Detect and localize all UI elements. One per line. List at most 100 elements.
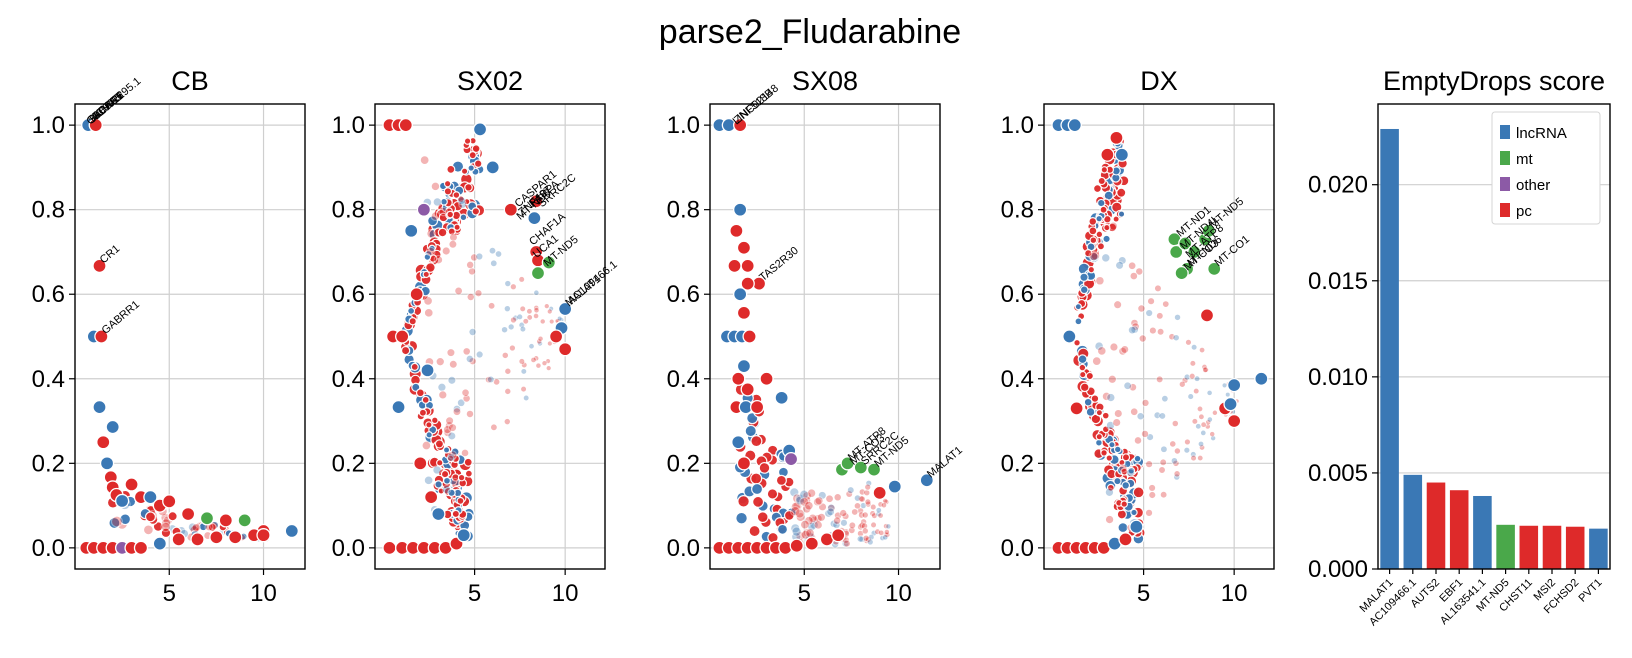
- y-tick-label: 0.8: [332, 197, 365, 224]
- cloud-point: [1159, 458, 1168, 467]
- cloud-point: [487, 301, 496, 310]
- cloud-point: [858, 535, 866, 544]
- cloud-point: [425, 421, 433, 429]
- cloud-point: [1173, 313, 1182, 322]
- cloud-point: [462, 393, 472, 403]
- cloud-point: [792, 500, 803, 512]
- cloud-point: [1193, 375, 1201, 383]
- data-point: [409, 287, 424, 302]
- data-point: [420, 363, 435, 378]
- cloud-point: [783, 510, 795, 521]
- cloud-point: [1097, 176, 1106, 186]
- cloud-point: [756, 511, 769, 524]
- cloud-point: [1121, 481, 1131, 490]
- cloud-point: [467, 266, 477, 276]
- legend-swatch: [1500, 177, 1510, 191]
- y-tick-label: 0.6: [667, 281, 700, 308]
- data-point: [1067, 117, 1082, 133]
- data-point: [548, 329, 564, 344]
- cloud-point: [503, 417, 512, 426]
- cloud-point: [517, 275, 526, 284]
- data-point: [284, 523, 299, 539]
- cloud-point: [110, 515, 123, 528]
- cloud-point: [1130, 325, 1140, 335]
- data-point: [133, 540, 149, 556]
- panel-title: CB: [171, 66, 209, 96]
- data-point: [749, 399, 765, 415]
- cloud-point: [458, 199, 468, 210]
- cloud-point: [1159, 445, 1169, 454]
- cloud-point: [1088, 251, 1099, 262]
- cloud-point: [503, 279, 512, 288]
- cloud-point: [456, 496, 465, 505]
- y-tick-label: 0.020: [1308, 172, 1368, 199]
- cloud-point: [859, 517, 868, 526]
- cloud-point: [1129, 271, 1139, 281]
- cloud-point: [475, 350, 484, 359]
- cloud-point: [1137, 304, 1146, 313]
- cloud-point: [142, 524, 154, 536]
- cloud-point: [794, 495, 806, 506]
- cloud-point: [1095, 409, 1104, 417]
- cloud-point: [119, 513, 132, 526]
- cloud-point: [1147, 490, 1157, 500]
- cloud-point: [838, 508, 848, 518]
- data-point: [731, 371, 746, 386]
- cloud-point: [423, 253, 432, 261]
- data-point: [740, 382, 755, 397]
- cloud-point: [1189, 359, 1197, 368]
- cloud-point: [446, 454, 455, 463]
- cloud-point: [1168, 439, 1177, 448]
- cloud-point: [440, 197, 448, 206]
- cloud-point: [1125, 468, 1135, 478]
- cloud-point: [446, 210, 455, 219]
- cloud-point: [441, 484, 452, 495]
- cloud-point: [1133, 454, 1142, 463]
- cloud-point: [421, 440, 432, 451]
- cloud-point: [436, 459, 444, 467]
- cloud-point: [814, 495, 824, 506]
- cloud-point: [1144, 508, 1154, 518]
- cloud-point: [447, 375, 457, 386]
- cloud-point: [447, 431, 457, 441]
- cloud-point: [1120, 344, 1130, 355]
- cloud-point: [1074, 303, 1082, 311]
- cloud-point: [1099, 205, 1108, 214]
- cloud-point: [468, 327, 478, 337]
- cloud-point: [425, 246, 436, 257]
- y-tick-label: 0.0: [32, 535, 65, 562]
- cloud-point: [1104, 514, 1115, 525]
- cloud-point: [1090, 394, 1100, 403]
- cloud-point: [1089, 236, 1098, 245]
- cloud-point: [489, 259, 498, 268]
- cloud-point: [522, 317, 530, 325]
- gene-label: TAS2R30: [757, 245, 801, 284]
- data-point: [472, 122, 488, 137]
- cloud-point: [1096, 242, 1106, 251]
- cloud-point: [1094, 341, 1105, 352]
- cloud-point: [448, 359, 458, 369]
- cloud-point: [465, 260, 475, 270]
- point-group: [382, 117, 573, 556]
- cloud-point: [1114, 260, 1125, 271]
- cloud-point: [806, 488, 817, 499]
- cloud-point: [1132, 486, 1145, 499]
- cloud-point: [856, 506, 865, 515]
- cloud-point: [435, 356, 446, 367]
- data-point: [99, 456, 115, 471]
- data-point: [789, 538, 804, 553]
- data-point: [92, 258, 107, 274]
- data-point: [1254, 371, 1269, 386]
- cloud-point: [788, 487, 800, 498]
- cloud-point: [503, 304, 512, 313]
- cloud-point: [807, 513, 818, 524]
- cloud-point: [862, 534, 871, 543]
- cloud-point: [868, 509, 877, 518]
- cloud-point: [1127, 466, 1136, 475]
- y-tick-label: 0.4: [332, 366, 365, 393]
- cloud-point: [850, 507, 859, 517]
- cloud-point: [446, 452, 456, 463]
- data-point: [733, 117, 748, 133]
- cloud-point: [1079, 285, 1089, 295]
